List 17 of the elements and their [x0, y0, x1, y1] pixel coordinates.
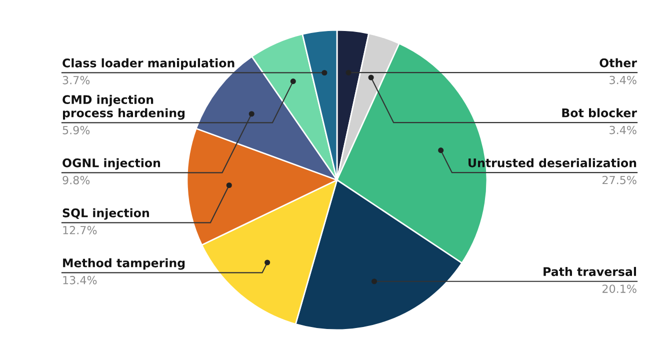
data-label: 3.4% [610, 126, 636, 134]
slice-label: OGNL injection [62, 158, 160, 170]
slice-label: Method tampering [63, 258, 185, 270]
slice-label: Other [600, 58, 637, 68]
slice-label: CMD injection process hardening [62, 94, 185, 120]
data-label: 3.7% [62, 76, 90, 84]
data-label: 27.5% [602, 176, 636, 184]
data-label: 12.7% [63, 226, 97, 234]
data-label: 3.4% [610, 76, 636, 84]
slice-label: SQL injection [62, 208, 149, 220]
data-label: 9.8% [62, 176, 90, 184]
data-label: 5.9% [62, 126, 90, 134]
slice-label: Path traversal [544, 266, 636, 276]
slice-label: Class loader manipulation [62, 58, 234, 70]
slice-label: Bot blocker [562, 108, 637, 118]
data-label: 20.1% [602, 284, 636, 293]
data-label: 13.4% [63, 276, 97, 284]
